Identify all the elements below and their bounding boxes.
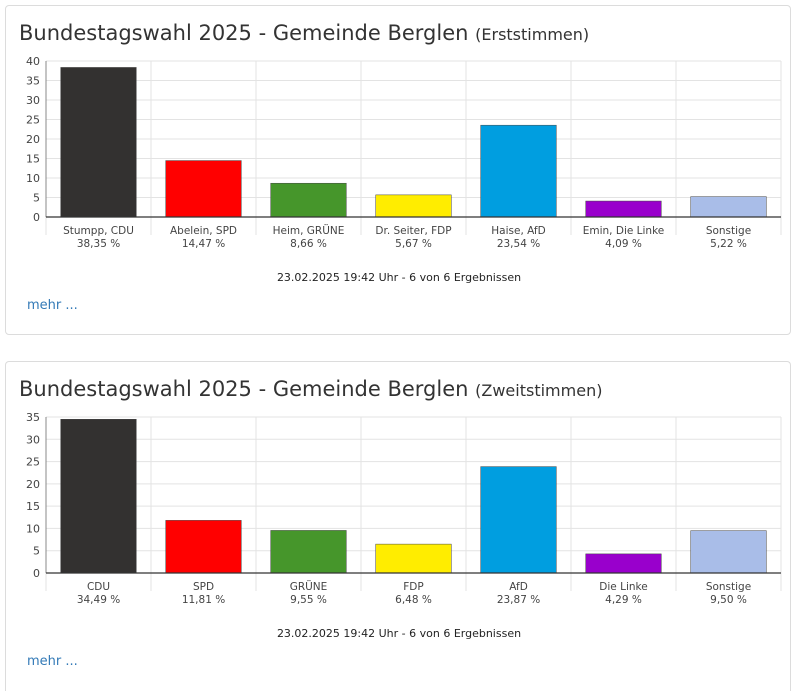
category-label: AfD [509, 581, 528, 593]
y-tick-label: 15 [26, 153, 40, 166]
category-label: SPD [193, 581, 214, 593]
bar [165, 520, 242, 574]
category-label: Abelein, SPD [170, 225, 237, 237]
y-tick-label: 0 [33, 211, 40, 224]
more-link[interactable]: mehr ... [27, 298, 78, 313]
zweitstimmen-panel: Bundestagswahl 2025 - Gemeinde Berglen (… [5, 361, 791, 691]
value-label: 23,87 % [497, 594, 540, 606]
bar [585, 553, 662, 574]
bar [690, 530, 767, 574]
value-label: 4,09 % [605, 238, 642, 250]
y-tick-label: 35 [26, 75, 40, 88]
y-tick-label: 10 [26, 172, 40, 185]
bar [270, 530, 347, 574]
category-label: GRÜNE [290, 580, 328, 593]
y-tick-label: 30 [26, 94, 40, 107]
bar [60, 419, 137, 574]
category-label: Die Linke [599, 581, 647, 593]
y-tick-label: 20 [26, 133, 40, 146]
value-label: 8,66 % [290, 238, 327, 250]
y-tick-label: 30 [26, 433, 40, 446]
value-label: 14,47 % [182, 238, 225, 250]
y-tick-label: 5 [33, 192, 40, 205]
category-label: Dr. Seiter, FDP [375, 225, 451, 237]
y-tick-label: 0 [33, 567, 40, 580]
y-tick-label: 5 [33, 545, 40, 558]
category-label: Stumpp, CDU [63, 225, 134, 237]
panel-title-main: Bundestagswahl 2025 - Gemeinde Berglen [19, 21, 469, 45]
category-label: Sonstige [706, 581, 751, 593]
panel-title-sub: (Erststimmen) [475, 25, 590, 44]
panel-title: Bundestagswahl 2025 - Gemeinde Berglen (… [19, 377, 602, 401]
category-label: Emin, Die Linke [583, 225, 665, 237]
value-label: 6,48 % [395, 594, 432, 606]
panel-title: Bundestagswahl 2025 - Gemeinde Berglen (… [19, 21, 589, 45]
bar [585, 200, 662, 218]
y-tick-label: 25 [26, 456, 40, 469]
value-label: 5,22 % [710, 238, 747, 250]
value-label: 34,49 % [77, 594, 120, 606]
category-label: FDP [403, 581, 423, 593]
bar [165, 160, 242, 218]
y-tick-label: 40 [26, 55, 40, 68]
value-label: 11,81 % [182, 594, 225, 606]
panel-title-sub: (Zweitstimmen) [475, 381, 603, 400]
value-label: 9,55 % [290, 594, 327, 606]
y-tick-label: 20 [26, 478, 40, 491]
bar [60, 67, 137, 218]
panel-title-main: Bundestagswahl 2025 - Gemeinde Berglen [19, 377, 469, 401]
value-label: 5,67 % [395, 238, 432, 250]
bar [270, 182, 347, 218]
category-label: CDU [87, 581, 110, 593]
value-label: 9,50 % [710, 594, 747, 606]
value-label: 23,54 % [497, 238, 540, 250]
erststimmen-panel: Bundestagswahl 2025 - Gemeinde Berglen (… [5, 5, 791, 335]
bar [690, 196, 767, 218]
value-label: 38,35 % [77, 238, 120, 250]
bar [375, 194, 452, 218]
bar [375, 543, 452, 574]
bar [480, 124, 557, 218]
results-timestamp: 23.02.2025 19:42 Uhr - 6 von 6 Ergebniss… [276, 627, 522, 640]
category-label: Sonstige [706, 225, 751, 237]
results-timestamp: 23.02.2025 19:42 Uhr - 6 von 6 Ergebniss… [276, 271, 522, 284]
y-tick-label: 35 [26, 411, 40, 424]
category-label: Heim, GRÜNE [273, 224, 345, 237]
bar [480, 466, 557, 574]
value-label: 4,29 % [605, 594, 642, 606]
y-tick-label: 25 [26, 114, 40, 127]
y-tick-label: 10 [26, 522, 40, 535]
y-tick-label: 15 [26, 500, 40, 513]
more-link[interactable]: mehr ... [27, 654, 78, 669]
category-label: Haise, AfD [491, 225, 545, 237]
